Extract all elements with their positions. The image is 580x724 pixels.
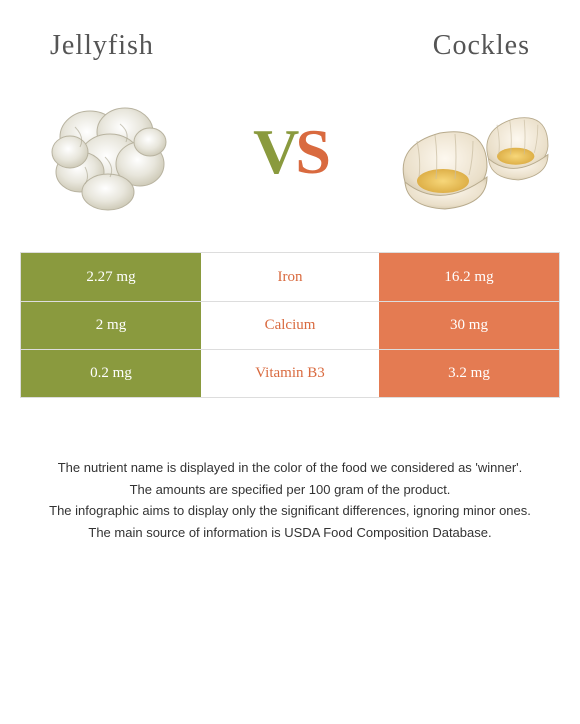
jellyfish-icon: [30, 82, 190, 222]
nutrient-label: Iron: [201, 253, 379, 301]
jellyfish-image: [30, 82, 190, 222]
nutrient-label: Calcium: [201, 302, 379, 349]
left-food-title: Jellyfish: [50, 30, 154, 62]
images-row: VS: [0, 72, 580, 252]
nutrient-label: Vitamin B3: [201, 350, 379, 397]
footnote-line: The nutrient name is displayed in the co…: [30, 458, 550, 478]
cockles-icon: [390, 92, 550, 212]
header: Jellyfish Cockles: [0, 0, 580, 72]
left-value-cell: 0.2 mg: [21, 350, 201, 397]
footnotes: The nutrient name is displayed in the co…: [0, 458, 580, 542]
right-value-cell: 3.2 mg: [379, 350, 559, 397]
cockles-image: [390, 82, 550, 222]
vs-badge: VS: [253, 115, 327, 189]
footnote-line: The main source of information is USDA F…: [30, 523, 550, 543]
table-row: 2.27 mgIron16.2 mg: [21, 253, 559, 301]
table-row: 2 mgCalcium30 mg: [21, 301, 559, 349]
table-row: 0.2 mgVitamin B33.2 mg: [21, 349, 559, 397]
vs-v-letter: V: [253, 116, 295, 187]
footnote-line: The infographic aims to display only the…: [30, 501, 550, 521]
right-value-cell: 30 mg: [379, 302, 559, 349]
vs-s-letter: S: [295, 116, 327, 187]
footnote-line: The amounts are specified per 100 gram o…: [30, 480, 550, 500]
comparison-table: 2.27 mgIron16.2 mg2 mgCalcium30 mg0.2 mg…: [20, 252, 560, 398]
left-value-cell: 2 mg: [21, 302, 201, 349]
right-food-title: Cockles: [433, 30, 530, 62]
right-value-cell: 16.2 mg: [379, 253, 559, 301]
left-value-cell: 2.27 mg: [21, 253, 201, 301]
